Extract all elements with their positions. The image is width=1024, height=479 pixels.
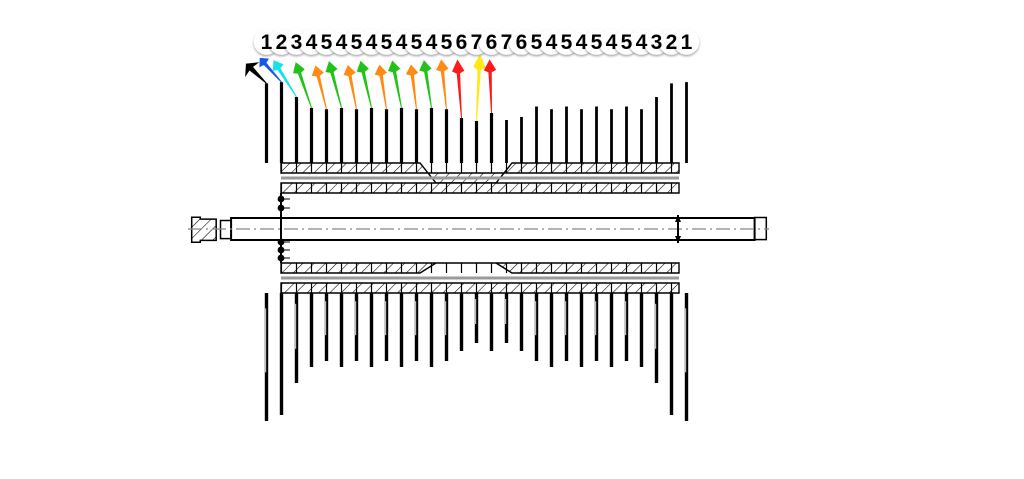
svg-text:5: 5 xyxy=(351,31,363,54)
svg-text:4: 4 xyxy=(336,31,348,54)
svg-text:4: 4 xyxy=(306,31,318,54)
svg-text:4: 4 xyxy=(546,31,558,54)
svg-text:5: 5 xyxy=(561,31,573,54)
svg-text:4: 4 xyxy=(426,31,438,54)
svg-text:6: 6 xyxy=(516,31,528,54)
svg-text:7: 7 xyxy=(471,31,483,54)
svg-text:4: 4 xyxy=(636,31,648,54)
svg-text:5: 5 xyxy=(591,31,603,54)
svg-text:4: 4 xyxy=(366,31,378,54)
svg-text:2: 2 xyxy=(276,31,288,54)
svg-text:1: 1 xyxy=(261,31,273,54)
svg-text:5: 5 xyxy=(381,31,393,54)
svg-text:1: 1 xyxy=(681,31,693,54)
svg-text:5: 5 xyxy=(621,31,633,54)
svg-text:3: 3 xyxy=(291,31,303,54)
svg-text:5: 5 xyxy=(441,31,453,54)
svg-text:5: 5 xyxy=(531,31,543,54)
svg-text:4: 4 xyxy=(396,31,408,54)
svg-text:3: 3 xyxy=(651,31,663,54)
svg-text:5: 5 xyxy=(411,31,423,54)
svg-text:2: 2 xyxy=(666,31,678,54)
svg-text:4: 4 xyxy=(606,31,618,54)
svg-text:7: 7 xyxy=(501,31,513,54)
svg-text:5: 5 xyxy=(321,31,333,54)
svg-text:4: 4 xyxy=(576,31,588,54)
svg-text:6: 6 xyxy=(486,31,498,54)
svg-text:6: 6 xyxy=(456,31,468,54)
